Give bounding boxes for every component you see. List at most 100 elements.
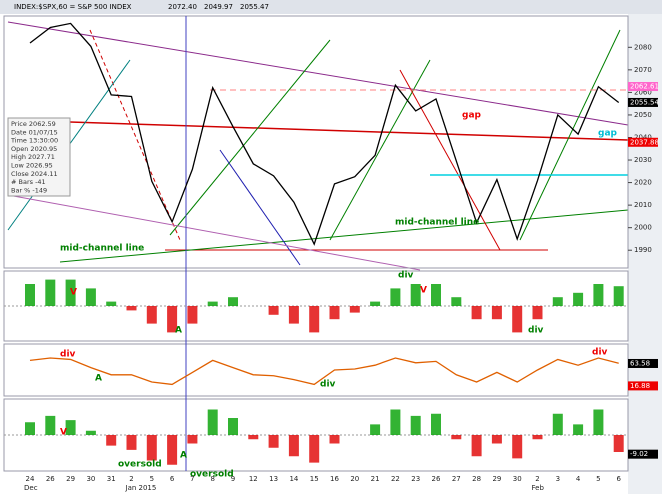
x-tick-label: 6: [170, 475, 175, 483]
bar: [146, 435, 157, 461]
x-tick-label: 28: [472, 475, 481, 483]
annotation: div: [592, 348, 608, 358]
bar: [410, 415, 421, 435]
trendline: [59, 209, 629, 263]
annotation: div: [60, 350, 76, 360]
x-tick-label: 26: [432, 475, 441, 483]
y-tick-label: 2010: [634, 201, 652, 209]
x-tick-label: 20: [350, 475, 359, 483]
bar: [349, 306, 360, 313]
trendline: [7, 194, 421, 271]
trendline: [169, 39, 331, 236]
info-line: Date 01/07/15: [11, 128, 58, 136]
annotation: mid-channel line: [395, 218, 479, 228]
bar: [167, 435, 178, 465]
bar: [85, 430, 96, 435]
price-marker: [628, 381, 658, 391]
bar: [431, 413, 441, 435]
x-tick-label: 12: [249, 475, 258, 483]
bar: [471, 306, 482, 320]
price-marker-label: 2055.54: [630, 98, 659, 106]
bar: [65, 279, 76, 306]
annotation: V: [420, 286, 427, 296]
bar: [248, 435, 259, 440]
bar: [207, 409, 218, 435]
bar: [613, 286, 624, 306]
y-tick-label: 1990: [634, 246, 652, 254]
annotation: A: [175, 326, 182, 336]
bar: [25, 422, 35, 435]
bar: [390, 288, 401, 306]
x-tick-label: 26: [46, 475, 55, 483]
info-line: Low 2026.95: [11, 162, 53, 170]
bar: [45, 415, 56, 435]
price-marker: [628, 97, 658, 107]
x-tick-label: 21: [371, 475, 380, 483]
panel-frame: [3, 343, 629, 397]
bar: [126, 435, 137, 450]
header-bar: [0, 0, 662, 14]
price-marker: [628, 82, 658, 92]
annotation: A: [95, 374, 102, 384]
annotation: A: [180, 451, 187, 461]
bar: [451, 435, 462, 440]
trendlines: [7, 21, 629, 271]
bar: [613, 435, 624, 452]
price-marker-label: 16.88: [630, 382, 650, 390]
bar: [126, 306, 137, 311]
trendline: [7, 119, 629, 141]
x-tick-label: 29: [492, 475, 501, 483]
price-marker: [628, 358, 658, 368]
info-line: Price 2062.59: [11, 120, 56, 128]
bar: [329, 435, 340, 444]
annotation: div: [320, 380, 336, 390]
x-tick-label: 2: [129, 475, 133, 483]
bar: [309, 306, 320, 333]
x-tick-label: 2: [535, 475, 539, 483]
bar: [431, 284, 441, 306]
x-tick-label: 7: [190, 475, 194, 483]
axis-area: [628, 14, 662, 494]
bar: [512, 306, 523, 333]
bar: [106, 301, 117, 306]
bar: [207, 301, 218, 306]
y-tick-label: 2070: [634, 66, 652, 74]
bar: [491, 435, 502, 444]
y-tick-label: 2000: [634, 224, 652, 232]
info-line: Close 2024.11: [11, 170, 58, 178]
info-line: Open 2020.95: [11, 145, 57, 153]
annotation: oversold: [190, 470, 234, 480]
bar: [370, 301, 381, 306]
annotation: mid-channel line: [60, 244, 144, 254]
header-field: 2049.97: [204, 3, 233, 11]
y-tick-label: 2040: [634, 133, 652, 141]
info-line: # Bars -41: [11, 178, 46, 186]
price-marker: [628, 449, 658, 459]
annotation: V: [70, 288, 77, 298]
bar: [593, 409, 604, 435]
trendline: [7, 21, 629, 126]
info-line: Bar % -149: [11, 186, 47, 194]
bar: [25, 284, 35, 306]
series-line: [29, 22, 620, 246]
bar: [187, 435, 198, 444]
bar: [288, 435, 299, 457]
bar: [390, 409, 401, 435]
x-tick-label: 16: [330, 475, 339, 483]
annotation: gap: [462, 111, 482, 121]
price-marker: [628, 137, 658, 147]
annotation: gap: [598, 129, 618, 139]
x-tick-label: 22: [391, 475, 400, 483]
x-tick-label: 6: [616, 475, 621, 483]
annotation: oversold: [118, 460, 162, 470]
x-tick-label: 5: [150, 475, 154, 483]
bar: [512, 435, 523, 459]
bar: [532, 306, 543, 320]
x-tick-label: 5: [596, 475, 600, 483]
x-tick-label: 9: [231, 475, 235, 483]
bar: [268, 306, 279, 315]
bar: [45, 279, 56, 306]
x-tick-label: 27: [452, 475, 461, 483]
y-tick-label: 2050: [634, 111, 652, 119]
